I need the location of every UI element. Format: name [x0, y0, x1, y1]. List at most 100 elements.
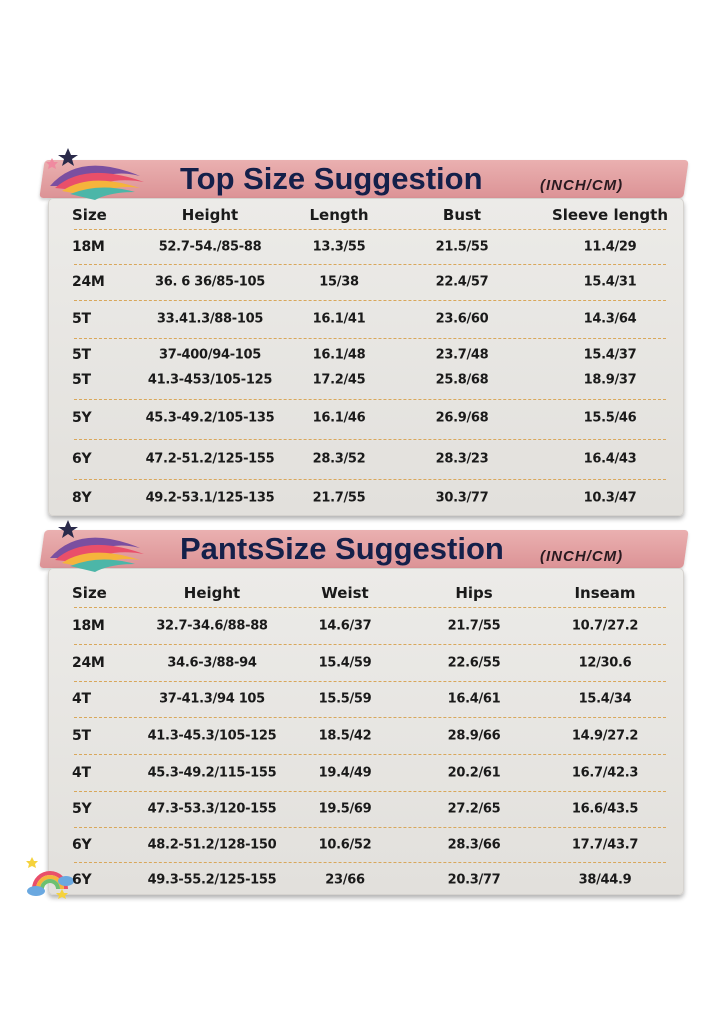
- pants-title: PantsSize Suggestion: [180, 531, 504, 566]
- row-divider: [74, 681, 666, 682]
- pants-row-cell: 32.7-34.6/88-88: [156, 618, 268, 634]
- top-row-cell: 11.4/29: [583, 239, 637, 255]
- top-header-2: Length: [309, 206, 369, 224]
- top-title: Top Size Suggestion: [180, 161, 483, 196]
- row-divider: [74, 827, 666, 828]
- pants-table: [48, 568, 684, 895]
- top-row-cell: 23.7/48: [435, 347, 489, 363]
- row-divider: [74, 791, 666, 792]
- top-row-cell: 15.5/46: [583, 410, 637, 426]
- top-header-4: Sleeve length: [551, 206, 669, 224]
- pants-row-size: 18M: [72, 618, 105, 634]
- top-row-cell: 16.4/43: [583, 451, 637, 467]
- top-row-cell: 33.41.3/88-105: [156, 311, 264, 327]
- top-row-cell: 18.9/37: [583, 372, 637, 388]
- pants-row-cell: 47.3-53.3/120-155: [147, 801, 277, 817]
- top-row-cell: 21.7/55: [312, 490, 366, 506]
- pants-row-size: 4T: [72, 765, 91, 781]
- pants-row-cell: 15.4/59: [318, 655, 372, 671]
- top-row-cell: 16.1/41: [312, 311, 366, 327]
- row-divider: [74, 229, 666, 230]
- pants-row-cell: 16.6/43.5: [571, 801, 639, 817]
- pants-header-2: Weist: [321, 584, 369, 602]
- pants-row-cell: 28.3/66: [447, 837, 501, 853]
- rainbow-feather-icon: [46, 148, 144, 200]
- pants-row-cell: 14.6/37: [318, 618, 372, 634]
- pants-row-cell: 45.3-49.2/115-155: [147, 765, 277, 781]
- pants-row-size: 6Y: [72, 837, 92, 853]
- pants-row-cell: 41.3-45.3/105-125: [147, 728, 277, 744]
- top-row-cell: 23.6/60: [435, 311, 489, 327]
- top-header-3: Bust: [442, 206, 482, 224]
- top-row-cell: 14.3/64: [583, 311, 637, 327]
- row-divider: [74, 300, 666, 301]
- pants-row-size: 4T: [72, 691, 91, 707]
- pants-row-cell: 37-41.3/94 105: [159, 691, 265, 707]
- row-divider: [74, 338, 666, 339]
- row-divider: [74, 479, 666, 480]
- top-row-cell: 10.3/47: [583, 490, 637, 506]
- top-row-size: 24M: [72, 274, 105, 290]
- pants-row-cell: 22.6/55: [447, 655, 501, 671]
- top-row-size: 6Y: [72, 451, 92, 467]
- pants-row-cell: 12/30.6: [578, 655, 632, 671]
- top-row-cell: 13.3/55: [312, 239, 366, 255]
- row-divider: [74, 607, 666, 608]
- pants-row-cell: 14.9/27.2: [571, 728, 639, 744]
- pants-row-cell: 49.3-55.2/125-155: [147, 872, 277, 888]
- top-row-cell: 49.2-53.1/125-135: [145, 490, 275, 506]
- top-row-cell: 15.4/31: [583, 274, 637, 290]
- top-row-cell: 28.3/52: [312, 451, 366, 467]
- pants-row-cell: 17.7/43.7: [571, 837, 639, 853]
- pants-header-1: Height: [183, 584, 241, 602]
- row-divider: [74, 439, 666, 440]
- rainbow-cloud-icon: [26, 857, 74, 899]
- pants-row-cell: 34.6-3/88-94: [167, 655, 257, 671]
- pants-row-cell: 28.9/66: [447, 728, 501, 744]
- top-row-cell: 15/38: [319, 274, 359, 290]
- pants-row-cell: 10.7/27.2: [571, 618, 639, 634]
- pants-row-cell: 23/66: [325, 872, 365, 888]
- pants-row-cell: 38/44.9: [578, 872, 632, 888]
- top-row-cell: 45.3-49.2/105-135: [145, 410, 275, 426]
- top-row-cell: 22.4/57: [435, 274, 489, 290]
- top-row-cell: 28.3/23: [435, 451, 489, 467]
- pants-unit: (INCH/CM): [540, 548, 624, 565]
- top-row-size: 5T: [72, 372, 91, 388]
- pants-row-size: 5Y: [72, 801, 92, 817]
- top-row-cell: 16.1/46: [312, 410, 366, 426]
- pants-row-cell: 20.2/61: [447, 765, 501, 781]
- pants-row-cell: 16.7/42.3: [571, 765, 639, 781]
- top-header-0: Size: [72, 206, 107, 224]
- pants-row-cell: 19.4/49: [318, 765, 372, 781]
- pants-row-cell: 15.5/59: [318, 691, 372, 707]
- top-row-cell: 47.2-51.2/125-155: [145, 451, 275, 467]
- pants-header-4: Inseam: [574, 584, 636, 602]
- pants-row-cell: 21.7/55: [447, 618, 501, 634]
- top-row-size: 8Y: [72, 490, 92, 506]
- top-row-cell: 30.3/77: [435, 490, 489, 506]
- top-row-cell: 52.7-54./85-88: [158, 239, 262, 255]
- pants-row-size: 24M: [72, 655, 105, 671]
- top-table: [48, 198, 684, 516]
- row-divider: [74, 264, 666, 265]
- top-row-cell: 36. 6 36/85-105: [154, 274, 266, 290]
- top-row-size: 5T: [72, 311, 91, 327]
- top-row-cell: 26.9/68: [435, 410, 489, 426]
- row-divider: [74, 862, 666, 863]
- row-divider: [74, 717, 666, 718]
- top-row-cell: 25.8/68: [435, 372, 489, 388]
- top-unit: (INCH/CM): [540, 177, 624, 194]
- pants-row-cell: 10.6/52: [318, 837, 372, 853]
- pants-header-0: Size: [72, 584, 107, 602]
- top-row-cell: 16.1/48: [312, 347, 366, 363]
- top-row-size: 5T: [72, 347, 91, 363]
- row-divider: [74, 644, 666, 645]
- top-row-cell: 41.3-453/105-125: [147, 372, 273, 388]
- rainbow-feather-icon: [50, 520, 144, 572]
- top-row-cell: 37-400/94-105: [158, 347, 262, 363]
- pants-row-size: 6Y: [72, 872, 92, 888]
- top-row-cell: 17.2/45: [312, 372, 366, 388]
- top-row-cell: 21.5/55: [435, 239, 489, 255]
- top-row-size: 18M: [72, 239, 105, 255]
